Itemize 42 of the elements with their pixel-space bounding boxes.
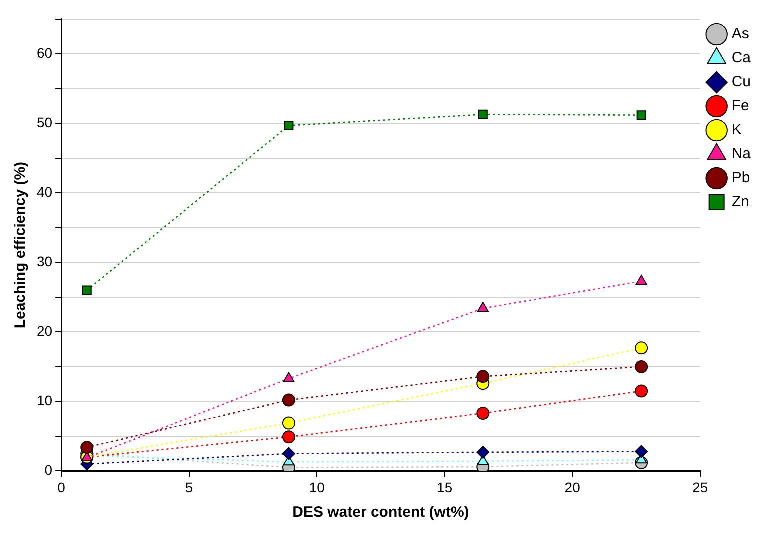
y-tick-label: 50 [36,114,53,131]
legend-label: Ca [732,50,752,67]
point [476,370,490,384]
legend-label: As [732,26,750,43]
point [635,445,648,458]
x-tick-label: 15 [437,479,453,496]
legend-label: Cu [732,74,752,91]
legend-label: Fe [732,98,750,115]
point [477,302,489,312]
point [284,121,294,130]
x-tick-label: 25 [692,479,708,496]
x-tick-label: 0 [58,479,66,496]
y-tick-label: 40 [36,184,53,200]
point [476,446,490,459]
point [82,286,92,296]
point [282,394,296,407]
point [80,441,94,454]
y-axis-title: Leaching efficiency (%) [12,162,30,329]
x-tick-label: 5 [185,479,194,496]
point [636,110,646,120]
point [282,416,296,430]
x-axis-title: DES water content (wt%) [292,504,470,522]
point [635,360,648,374]
y-tick-label: 30 [36,254,53,270]
y-tick-label: 0 [44,462,53,478]
legend-label: Na [732,146,752,163]
x-tick-label: 10 [309,479,326,496]
legend-label: Pb [732,170,750,187]
point [636,274,648,285]
x-tick-label: 20 [564,479,581,496]
point [476,407,490,420]
y-tick-label: 20 [36,323,53,340]
point [635,342,648,355]
y-tick-label: 10 [36,392,53,409]
point [282,430,296,444]
point [478,110,488,120]
point [635,384,648,398]
point [282,447,296,460]
legend-label: Zn [732,194,750,211]
y-tick-label: 60 [36,45,53,62]
legend-label: K [732,122,742,139]
point [283,372,295,382]
